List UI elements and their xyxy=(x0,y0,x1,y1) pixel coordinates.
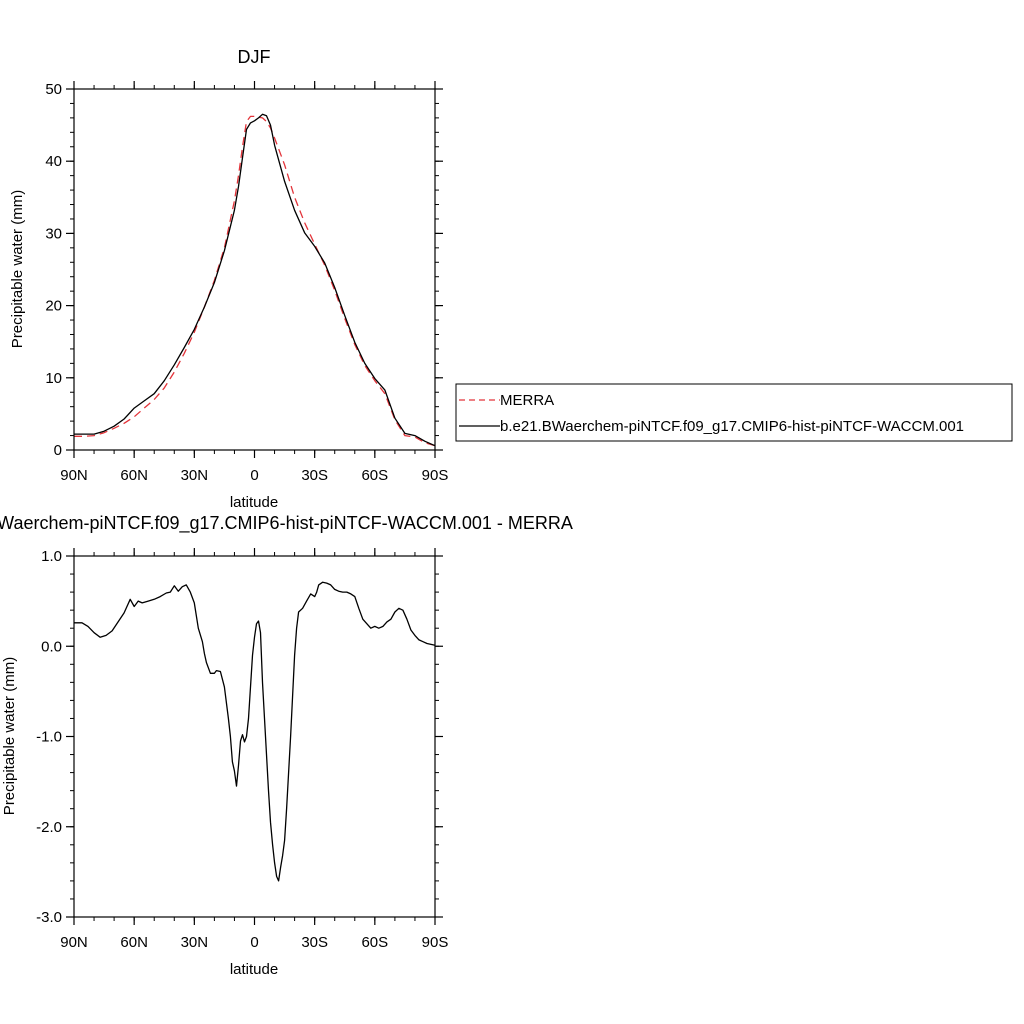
top-y-axis-title: Precipitable water (mm) xyxy=(9,190,26,348)
top-x-tick-labels: 90N 60N 30N 0 30S 60S 90S xyxy=(60,467,448,484)
top-y-tick-label: 50 xyxy=(45,81,62,98)
top-series-group xyxy=(74,113,436,447)
bottom-y-tick-label: -2.0 xyxy=(36,819,62,836)
bottom-x-tick-label: 60S xyxy=(361,934,388,951)
bottom-x-tick-label: 60N xyxy=(120,934,148,951)
top-x-tick-label: 90S xyxy=(422,467,449,484)
top-series-line-0 xyxy=(74,115,436,447)
top-y-tick-label: 10 xyxy=(45,370,62,387)
bottom-x-tick-label: 30N xyxy=(181,934,209,951)
top-x-tick-label: 0 xyxy=(250,467,258,484)
legend-label-merra: MERRA xyxy=(500,392,554,409)
top-plot-frame xyxy=(73,88,436,451)
bottom-panel: b.e21.BWaerchem-piNTCF.f09_g17.CMIP6-his… xyxy=(0,513,573,978)
bottom-y-tick-label: -1.0 xyxy=(36,729,62,746)
top-x-tick-label: 90N xyxy=(60,467,88,484)
bottom-plot-frame xyxy=(73,555,436,918)
bottom-x-tick-label: 90S xyxy=(422,934,449,951)
legend-frame xyxy=(455,383,1013,442)
top-x-tick-label: 60S xyxy=(361,467,388,484)
legend-label-model: b.e21.BWaerchem-piNTCF.f09_g17.CMIP6-his… xyxy=(500,418,964,435)
bottom-y-tick-label: 0.0 xyxy=(41,638,62,655)
top-ticks xyxy=(66,81,443,458)
top-y-tick-label: 0 xyxy=(54,442,62,459)
bottom-x-tick-labels: 90N 60N 30N 0 30S 60S 90S xyxy=(60,934,448,951)
bottom-series-line-0 xyxy=(74,581,436,882)
top-series-line-1 xyxy=(74,113,436,447)
top-panel: DJF 0 10 20 30 40 50 90N 60N 30N 0 30S 60S 90S lati… xyxy=(9,47,1013,511)
top-x-tick-label: 60N xyxy=(120,467,148,484)
top-x-tick-label: 30N xyxy=(181,467,209,484)
bottom-x-axis-title: latitude xyxy=(230,961,278,978)
bottom-chart-title: b.e21.BWaerchem-piNTCF.f09_g17.CMIP6-his… xyxy=(0,513,573,534)
bottom-series-group xyxy=(74,581,436,882)
bottom-y-tick-label: -3.0 xyxy=(36,909,62,926)
top-y-tick-label: 30 xyxy=(45,225,62,242)
top-chart-title: DJF xyxy=(238,47,271,67)
top-y-tick-label: 40 xyxy=(45,153,62,170)
bottom-y-tick-labels: -3.0 -2.0 -1.0 0.0 1.0 xyxy=(36,548,62,926)
top-x-tick-label: 30S xyxy=(301,467,328,484)
top-y-tick-label: 20 xyxy=(45,298,62,315)
bottom-x-tick-label: 90N xyxy=(60,934,88,951)
bottom-y-axis-title: Precipitable water (mm) xyxy=(1,657,18,815)
bottom-x-tick-label: 0 xyxy=(250,934,258,951)
top-x-axis-title: latitude xyxy=(230,494,278,511)
top-y-tick-labels: 0 10 20 30 40 50 xyxy=(45,81,62,459)
bottom-x-tick-label: 30S xyxy=(301,934,328,951)
legend: MERRA b.e21.BWaerchem-piNTCF.f09_g17.CMI… xyxy=(455,383,1013,442)
bottom-y-tick-label: 1.0 xyxy=(41,548,62,565)
bottom-ticks xyxy=(66,548,443,925)
